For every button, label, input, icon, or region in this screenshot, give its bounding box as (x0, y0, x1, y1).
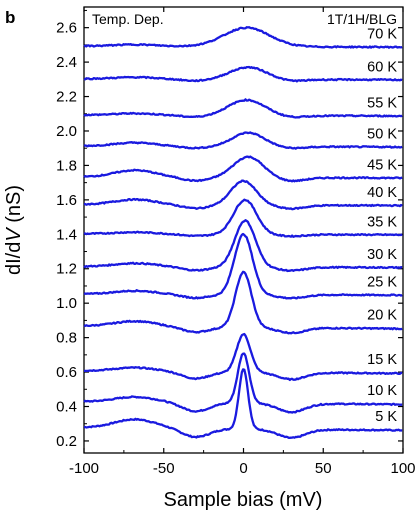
y-tick-label: 0.8 (56, 330, 77, 347)
y-axis-title-part-2: V (3, 227, 25, 242)
annotation-temp-dep: Temp. Dep. (92, 11, 164, 27)
spectrum-curve (84, 332, 403, 382)
spectrum-curve (83, 131, 403, 150)
spectrum-curve (83, 270, 403, 335)
spectrum-curve (83, 65, 403, 83)
temperature-label: 70 K (367, 27, 397, 43)
temperature-label: 40 K (367, 185, 397, 201)
temperature-label: 35 K (367, 214, 397, 230)
spectrum-curve (83, 368, 403, 439)
temperature-label: 55 K (367, 95, 397, 111)
y-axis-title-part-3: (nS) (3, 185, 25, 228)
temperature-label: 50 K (367, 126, 397, 142)
temperature-label: 10 K (367, 383, 397, 399)
y-axis: 0.2 0.4 0.6 0.8 1.0 1.2 1.4 1.6 1.8 2.0 2.2 2.4 2.6 (56, 9, 403, 450)
temperature-label: 20 K (367, 307, 397, 323)
spectra-curves (83, 26, 403, 439)
x-axis-title: Sample bias (mV) (164, 489, 323, 511)
y-axis-title: dI/dV (nS) (3, 185, 25, 275)
y-tick-label: 1.8 (56, 157, 77, 174)
y-tick-label: 1.6 (56, 192, 77, 209)
spectrum-curve (83, 179, 403, 211)
y-tick-label: 1.0 (56, 295, 77, 312)
temperature-labels: 5 K 10 K 15 K 20 K 25 K 30 K 35 K 40 K 45 K 50 K 5… (367, 27, 397, 425)
temperature-label: 15 K (367, 352, 397, 368)
x-tick-label: -50 (153, 460, 175, 477)
y-tick-label: 2.0 (56, 123, 77, 140)
spectrum-curve (83, 232, 403, 300)
spectrum-curve (83, 219, 403, 273)
panel-label: b (5, 8, 15, 27)
y-tick-label: 0.2 (56, 433, 77, 450)
plot-frame (83, 6, 404, 454)
plot-area: 0.20.40.60.81.01.21.41.61.82.02.22.42.6 … (56, 6, 416, 477)
x-axis: -100 -50 0 50 100 (69, 7, 416, 477)
x-tick-label: 100 (390, 460, 415, 477)
temperature-label: 30 K (367, 247, 397, 263)
x-tick-label: -100 (69, 460, 99, 477)
temperature-label: 45 K (367, 157, 397, 173)
spectrum-curve (83, 352, 403, 414)
y-tick-label: 2.4 (56, 54, 77, 71)
y-tick-label: 1.4 (56, 226, 77, 243)
x-tick-label: 0 (239, 460, 247, 477)
spectrum-curve (83, 155, 403, 183)
temperature-label: 25 K (367, 275, 397, 291)
y-tick-label: 2.2 (56, 89, 77, 106)
temperature-label: 5 K (375, 409, 397, 425)
spectrum-curve (83, 98, 403, 119)
spectrum-curve (83, 198, 403, 238)
temperature-label: 60 K (367, 59, 397, 75)
y-tick-label: 1.2 (56, 261, 77, 278)
y-tick-label: 0.4 (56, 399, 77, 416)
y-axis-title-part-1: dI/d (3, 242, 25, 275)
y-tick-label: 2.6 (56, 20, 77, 37)
annotation-sample: 1T/1H/BLG (327, 11, 397, 27)
x-tick-label: 50 (315, 460, 332, 477)
y-tick-label: 0.6 (56, 364, 77, 381)
spectrum-curve (83, 26, 403, 49)
